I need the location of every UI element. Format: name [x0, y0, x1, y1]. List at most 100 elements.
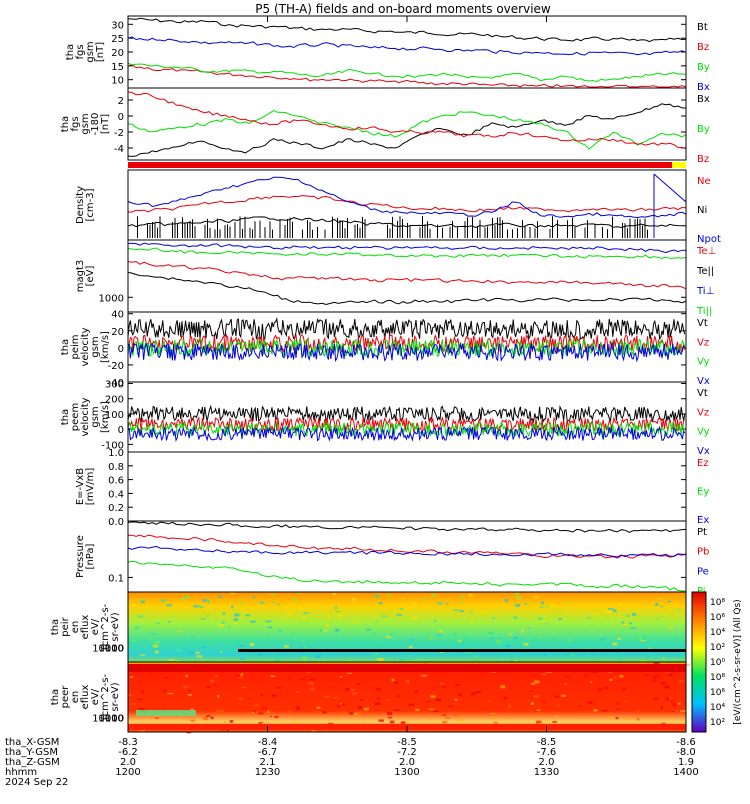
legend-entry: Vy — [697, 357, 710, 368]
spectrogram-cell — [175, 660, 179, 662]
spectrogram-cell — [140, 600, 145, 604]
colorbar-tick: 10⁰ — [710, 658, 725, 668]
x-tick-label: -8.5 — [397, 737, 417, 748]
spectrogram-cell — [186, 731, 192, 734]
spectrogram-cell — [528, 627, 532, 629]
spectrogram-cell — [640, 640, 647, 642]
spectrogram-cell — [198, 605, 205, 608]
series-line-Te|| — [127, 271, 687, 306]
y-axis-label: eflux — [80, 615, 91, 640]
series-line-Vy — [127, 420, 686, 438]
spectrogram-cell — [308, 681, 314, 685]
y-axis-label: velocity — [80, 327, 91, 366]
spectrogram-cell — [383, 662, 390, 665]
spectrogram-cell — [396, 695, 400, 698]
legend-entry: Vt — [697, 318, 708, 329]
y-tick-label: 2 — [118, 96, 124, 107]
y-axis-label: gsm — [85, 41, 96, 62]
spectrogram-cell — [428, 637, 433, 641]
spectrogram-cell — [428, 708, 435, 710]
spectrogram-cell — [457, 693, 463, 697]
spectrogram-cell — [141, 640, 148, 643]
spectrogram-cell — [491, 717, 496, 720]
spectrogram-cell — [609, 678, 613, 681]
x-tick-label: 1330 — [534, 767, 559, 778]
spectrogram-cell — [201, 604, 204, 607]
spectrogram-cell — [189, 651, 195, 654]
spectrogram-cell — [134, 673, 140, 675]
y-tick-label: -40 — [108, 378, 124, 389]
spectrogram-cell — [218, 709, 224, 713]
y-axis-label: eflux — [80, 685, 91, 710]
spectrogram-cell — [458, 719, 464, 721]
spectrogram-cell — [453, 641, 458, 644]
spectrogram-cell — [412, 616, 418, 620]
spectrogram-cell — [137, 698, 143, 700]
y-tick-label: 0.2 — [108, 503, 124, 514]
spectrogram-cell — [366, 628, 371, 631]
spectrogram-cell — [460, 601, 465, 604]
spectrogram-cell — [356, 683, 361, 685]
spectrogram-cell — [386, 594, 391, 596]
y-axis-label: -180 — [90, 113, 101, 136]
spectrogram-cell — [363, 707, 369, 711]
spectrogram-cell — [617, 637, 622, 640]
spectrogram-cell — [210, 716, 214, 720]
spectrogram-cell — [195, 651, 200, 654]
spectrogram-cell — [333, 686, 336, 688]
spectrogram-cell — [347, 659, 353, 663]
y-axis-label: Density — [75, 186, 86, 224]
spectrogram-cell — [238, 697, 243, 700]
y-tick-label: 1000 — [99, 644, 124, 655]
spectrogram-cell — [301, 656, 308, 660]
x-tick-label: 1300 — [394, 767, 419, 778]
spectrogram-cell — [231, 622, 238, 625]
x-tick-label: 1400 — [673, 767, 698, 778]
spectrogram-cell — [519, 687, 523, 689]
panel-7: E=-VxB [mV/m] 0.0 0.2 0.4 0.6 0.8 1.0 Ez Ey Ex — [75, 448, 709, 528]
spectrogram-cell — [662, 657, 666, 660]
spectrogram-cell — [598, 687, 603, 691]
spectrogram-cell — [235, 641, 240, 645]
y-tick-label: 15 — [111, 62, 124, 73]
legend-entry: Pe — [697, 566, 709, 577]
spectrogram-cell — [626, 614, 630, 617]
legend-entry: Ni — [697, 205, 707, 216]
series-line-Bz — [127, 91, 687, 150]
spectrogram-cell — [396, 614, 402, 616]
spectrogram-cell — [490, 713, 496, 715]
spectrogram-cell — [259, 653, 263, 656]
y-axis-label: peer — [60, 685, 71, 709]
spectrogram-cell — [460, 595, 465, 598]
colorbar-tick: 10⁸ — [710, 673, 725, 683]
spectrogram-cell — [296, 691, 301, 693]
legend-entry: Vx — [697, 376, 710, 387]
spectrogram-cell — [642, 618, 646, 621]
spectrogram-cell — [489, 637, 495, 639]
spectrogram-cell — [656, 597, 663, 600]
spectrogram-cell — [493, 721, 498, 725]
spectrogram-cell — [414, 690, 418, 693]
y-axis-label: eV/ — [90, 618, 101, 635]
spectrogram-cell — [584, 674, 588, 678]
spectrogram-cell — [385, 636, 392, 639]
colorbar-tick: 10⁶ — [710, 613, 725, 623]
spectrogram-cell — [619, 675, 624, 678]
spectrogram-cell — [245, 614, 251, 617]
spectrogram-cell — [271, 593, 276, 596]
spectrogram-cell — [219, 650, 223, 654]
spectrogram-cell — [154, 641, 161, 644]
legend-entry: Ti|| — [696, 306, 712, 317]
spectrogram-cell — [439, 651, 444, 654]
y-tick-label: 25 — [111, 34, 124, 45]
spectrogram-cell — [382, 615, 387, 617]
spectrogram-cell — [128, 694, 134, 696]
spectrogram-cell — [452, 633, 457, 636]
spectrogram-cell — [374, 653, 379, 655]
series-line-Bt — [127, 17, 687, 43]
y-axis-label: tha — [60, 116, 71, 132]
spectrogram-cell — [523, 643, 529, 646]
spectrogram-cell — [200, 618, 206, 620]
spectrogram-cell — [320, 629, 323, 632]
y-tick-label: 0 — [118, 425, 124, 436]
